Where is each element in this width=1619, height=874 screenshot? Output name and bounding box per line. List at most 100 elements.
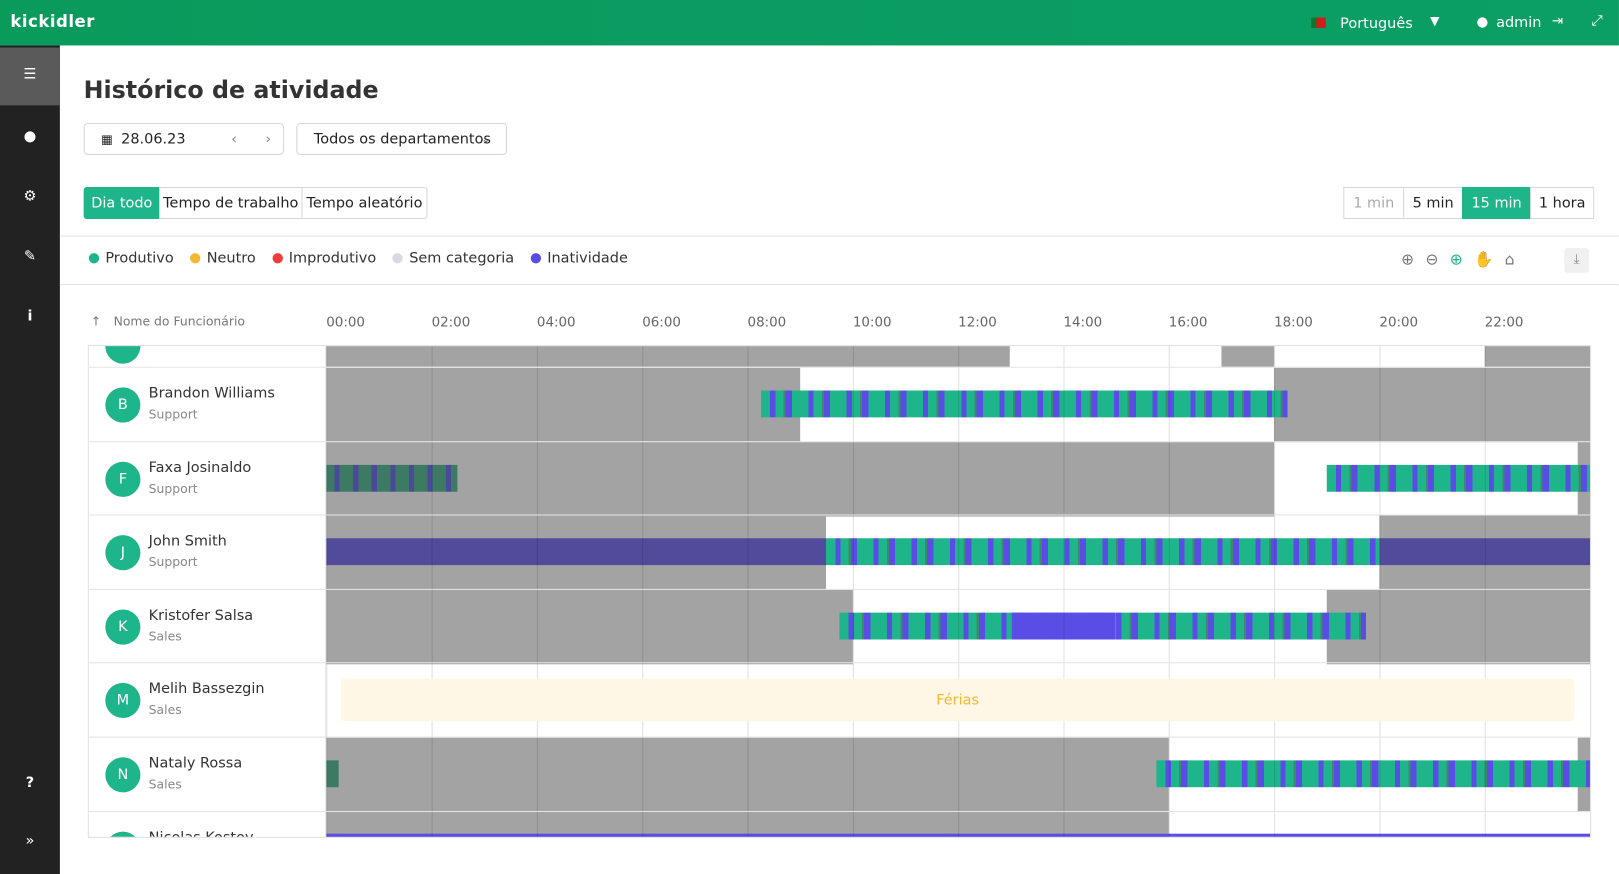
help-icon[interactable]: ? (25, 774, 35, 792)
sidebar: ☰ ● ⚙ ✎ i ? » (0, 45, 60, 874)
sidebar-active (0, 47, 60, 106)
hour-label: 02:00 (431, 315, 471, 331)
legend: Produtivo Neutro Improdutivo Sem categoria I… (88, 250, 628, 267)
employee-name[interactable]: Brandon Williams (148, 385, 275, 402)
prev-arrow[interactable]: ‹ (231, 130, 238, 148)
legend-item[interactable]: Sem categoria (392, 250, 514, 267)
employee-name[interactable]: John Smith (148, 533, 227, 550)
activity-bar (760, 390, 1288, 418)
hour-label: 06:00 (642, 315, 681, 331)
list-icon[interactable]: ☰ (23, 66, 37, 83)
date: 28.06.23 (121, 130, 186, 148)
avatar: N (105, 757, 141, 793)
legend-label: Produtivo (105, 250, 174, 267)
dropdown-caret[interactable]: ▼ (1430, 13, 1440, 28)
expand-icon[interactable]: » (25, 832, 35, 850)
range-tab[interactable]: Tempo de trabalho (159, 186, 303, 220)
hour-label: 12:00 (958, 315, 997, 331)
zoom-select[interactable]: ⊕ (1449, 250, 1463, 269)
legend-item[interactable]: Neutro (190, 250, 256, 267)
next-arrow[interactable]: › (265, 130, 272, 148)
calendar-icon: ▦ (101, 131, 113, 147)
fullscreen-icon[interactable]: ⤢ (1591, 12, 1603, 29)
row-divider (88, 441, 1591, 443)
avatar: K (105, 609, 141, 645)
hour-label: 08:00 (747, 315, 787, 331)
employee-department: Sales (148, 702, 182, 717)
employee-name[interactable]: Nicolas Kostov (148, 829, 254, 838)
off-hours (1274, 367, 1591, 442)
avatar: F (105, 461, 141, 497)
page-title: Histórico de atividade (83, 77, 379, 105)
off-hours (326, 346, 1010, 367)
grid-line (1063, 346, 1065, 837)
employee-name[interactable]: Faxa Josinaldo (148, 459, 252, 477)
logout-icon[interactable]: ⇥ (1551, 13, 1564, 29)
activity-bar (826, 538, 1380, 566)
department: Todos os departamentos (313, 130, 491, 148)
user[interactable]: admin (1496, 14, 1542, 31)
off-hours (1484, 346, 1591, 367)
sort-arrow[interactable]: ↑ (90, 314, 102, 329)
legend-dot (190, 253, 201, 264)
language[interactable]: Português (1340, 15, 1413, 33)
hour-label: 18:00 (1274, 315, 1313, 331)
info-icon[interactable]: i (27, 307, 33, 325)
department-select[interactable]: Todos os departamentos ⌄ (296, 122, 507, 155)
off-hours (1221, 346, 1275, 367)
date-picker[interactable]: ▦ 28.06.23 ‹ › (83, 122, 284, 155)
interval-tab[interactable]: 1 hora (1530, 186, 1595, 220)
hour-label: 16:00 (1168, 315, 1208, 331)
employee-name[interactable]: Melih Bassezgin (148, 680, 265, 698)
interval-tab[interactable]: 15 min (1462, 186, 1532, 220)
tools-icon[interactable]: ✎ (23, 247, 36, 265)
hour-label: 20:00 (1379, 315, 1419, 331)
home[interactable]: ⌂ (1504, 250, 1515, 269)
legend-item[interactable]: Produtivo (88, 250, 174, 267)
hour-label: 00:00 (326, 315, 365, 331)
hour-label: 14:00 (1063, 315, 1103, 331)
zoom-out[interactable]: ⊖ (1425, 250, 1439, 269)
interval-tab[interactable]: 1 min (1343, 186, 1405, 220)
zoom-in[interactable]: ⊕ (1401, 250, 1415, 269)
grid-line (642, 346, 644, 837)
activity-bar (326, 760, 339, 788)
hour-label: 10:00 (852, 315, 892, 331)
name-column-border (325, 346, 327, 837)
download[interactable]: ⤓ (1564, 247, 1590, 273)
grid-line (536, 346, 538, 837)
grid-line (1590, 346, 1591, 837)
interval-tab[interactable]: 5 min (1403, 186, 1464, 220)
absence-block: Férias (340, 678, 1575, 722)
hour-label: 04:00 (536, 315, 576, 331)
range-tab[interactable]: Tempo aleatório (301, 186, 428, 220)
column-header: Nome do Funcionário (113, 314, 245, 329)
legend-item[interactable]: Inatividade (530, 250, 628, 267)
user-icon: ● (1476, 14, 1489, 30)
legend-dot (392, 253, 404, 264)
grid-line (747, 346, 749, 837)
flag-icon (1311, 17, 1326, 28)
off-hours (326, 737, 1169, 812)
logo[interactable]: kickidler (10, 11, 95, 31)
grid-line (958, 346, 960, 837)
employee-department: Sales (148, 776, 182, 792)
employee-department: Support (148, 554, 198, 570)
grid-line (852, 346, 854, 837)
legend-item[interactable]: Improdutivo (272, 250, 376, 267)
employee-name[interactable]: Kristofer Salsa (148, 607, 254, 624)
avatar-partial (105, 346, 141, 364)
pan[interactable]: ✋ (1474, 250, 1494, 269)
employee-name[interactable]: Nataly Rossa (148, 755, 243, 772)
grid-line (1168, 346, 1170, 837)
row-divider (88, 366, 1591, 368)
legend-label: Neutro (206, 250, 256, 267)
employee-department: Support (148, 481, 198, 496)
legend-label: Inatividade (547, 250, 628, 267)
range-tab[interactable]: Dia todo (83, 186, 161, 220)
activity-bar (1379, 538, 1591, 566)
user-nav-icon[interactable]: ● (23, 128, 37, 145)
settings-icon[interactable]: ⚙ (23, 188, 37, 205)
top-bar: kickidler Português ▼ ● admin ⇥ ⤢ (0, 0, 1619, 46)
activity-bar (326, 464, 458, 492)
